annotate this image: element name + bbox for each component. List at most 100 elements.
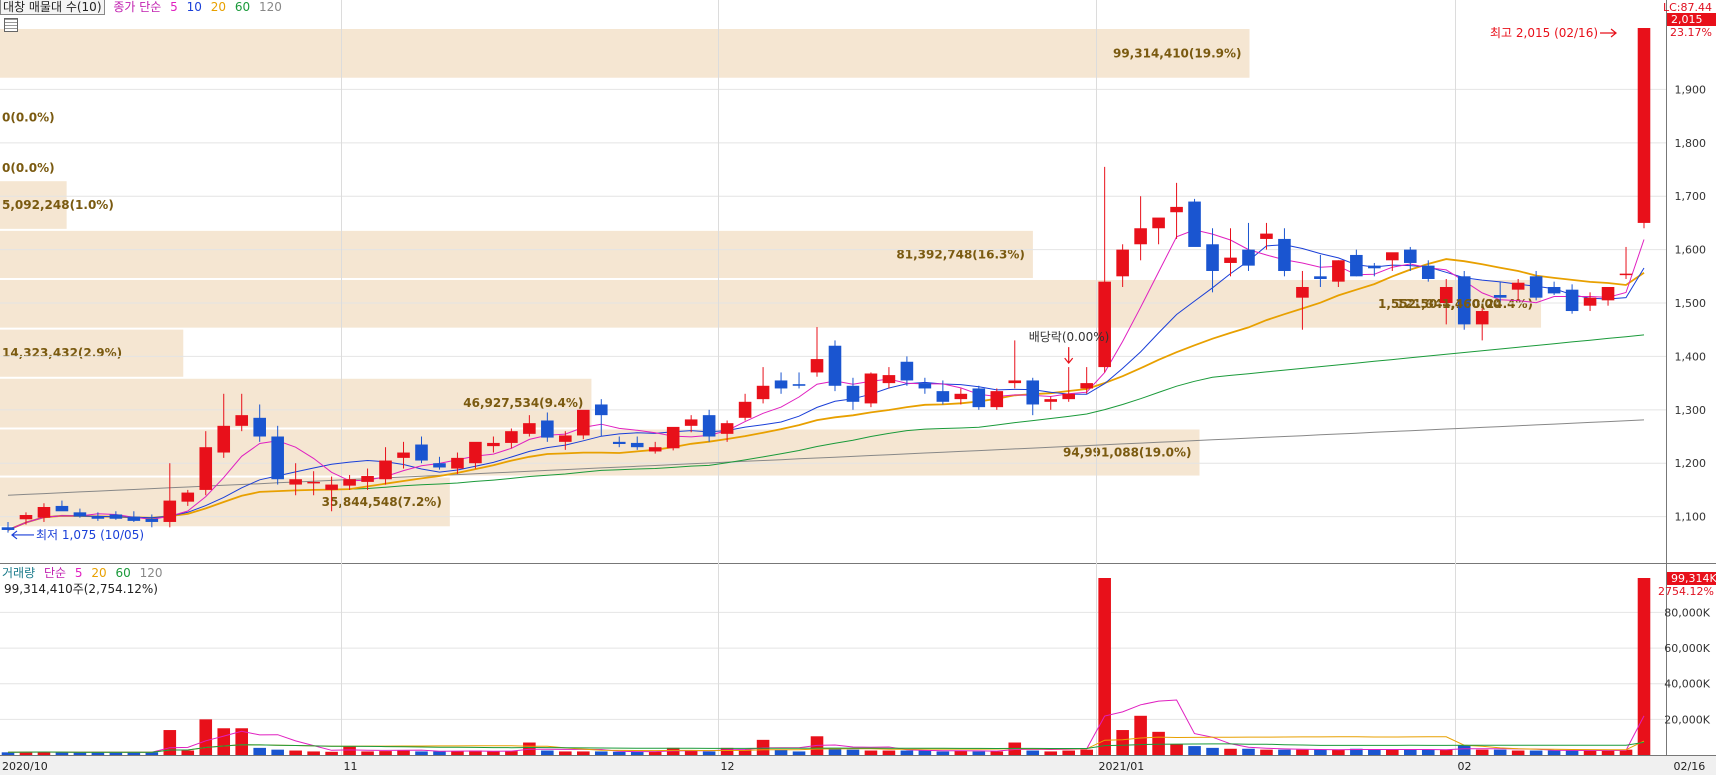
candle-body [145, 518, 159, 522]
profile-label: 5,092,248(1.0%) [2, 198, 114, 212]
candle-body [1206, 244, 1219, 271]
candle-body [469, 441, 482, 464]
indicator-title[interactable]: 대창 매물대 수(10) [0, 0, 105, 15]
candle-body [235, 415, 249, 426]
candle-body [577, 409, 590, 436]
volume-title[interactable]: 거래량 [2, 566, 36, 580]
volume-bar [109, 752, 123, 755]
candle-body [1619, 273, 1633, 276]
candle-body [415, 444, 428, 461]
candle-body [1637, 28, 1651, 223]
ma-20-line [7, 258, 1645, 531]
volume-bar [1403, 749, 1417, 755]
volume-bar [343, 746, 356, 755]
candle-body [1583, 297, 1597, 306]
candle-body [810, 359, 824, 373]
volume-info: 99,314,410주(2,754.12%) [4, 582, 158, 596]
candle-body [630, 442, 644, 448]
candle-body [1439, 286, 1453, 304]
volume-bar [738, 749, 752, 755]
candle-body [612, 441, 626, 444]
volume-bar [1206, 747, 1219, 755]
volume-bar [1583, 750, 1597, 755]
profile-band [0, 181, 67, 229]
volume-bar [1134, 715, 1147, 755]
candle-body [1332, 260, 1345, 282]
profile-extra-label: 1,552.50 [1378, 297, 1437, 311]
price-legend: 대창 매물대 수(10) 종가 단순 5 10 20 60 120 [0, 0, 287, 15]
volume-bar [1260, 749, 1273, 755]
ma-120-label: 120 [258, 0, 282, 14]
y-tick-label: 1,900 [1675, 83, 1707, 96]
profile-extra-label: 1,460.00 [1442, 297, 1501, 311]
volume-bar [415, 751, 428, 755]
candle-body [397, 452, 410, 458]
volume-bar [828, 747, 842, 755]
ma-10-label: 10 [186, 0, 202, 14]
volume-bar [73, 752, 87, 755]
volume-bar [792, 751, 806, 755]
candle-body [199, 447, 213, 490]
profile-label: 99,314,410(19.9%) [1113, 46, 1242, 60]
candle-body [1170, 206, 1183, 213]
candle-body [289, 479, 302, 485]
volume-bar [1439, 749, 1453, 755]
volume-bar [217, 728, 231, 755]
volume-bar [630, 751, 644, 755]
volume-bar [361, 751, 374, 755]
volume-bar [289, 750, 302, 755]
volume-bar [307, 751, 320, 755]
candle-body [900, 361, 914, 381]
candle-body [954, 393, 968, 400]
table-icon[interactable] [4, 18, 18, 32]
candle-body [1278, 238, 1291, 271]
volume-bar [487, 751, 500, 755]
volume-legend: 거래량 단순 5 20 60 120 [2, 566, 167, 580]
candle-body [451, 457, 464, 469]
volume-bar [271, 749, 284, 755]
candle-body [936, 391, 950, 402]
candle-body [1116, 249, 1129, 277]
volume-bar [1386, 749, 1399, 755]
candle-body [1, 527, 15, 530]
profile-band [0, 378, 592, 428]
candle-body [774, 380, 788, 389]
candle-body [37, 506, 51, 518]
candle-body [181, 492, 195, 502]
volume-bar [253, 747, 266, 755]
volume-bar [1296, 749, 1309, 755]
volume-bar [379, 751, 392, 755]
volume-ma-60-line [7, 741, 1645, 753]
y-tick-label: 1,300 [1675, 404, 1707, 417]
candle-body [1493, 295, 1507, 298]
volume-bar [1080, 749, 1093, 755]
volume-bar [181, 750, 195, 755]
volume-bar [1619, 749, 1633, 755]
volume-tick-label: 60,000K [1664, 642, 1710, 655]
candle-body [864, 373, 878, 404]
candle-body [1044, 399, 1058, 402]
volume-bar [235, 728, 249, 755]
volume-bar [1044, 751, 1058, 755]
candle-body [1242, 249, 1255, 266]
volume-bar [1421, 749, 1435, 755]
candle-body [666, 426, 680, 449]
volume-bar [433, 751, 446, 755]
candle-body [19, 515, 33, 520]
candle-body [379, 460, 392, 480]
candle-body [361, 476, 374, 482]
candle-body [1080, 383, 1093, 389]
profile-band [0, 329, 184, 377]
volume-bar [1601, 750, 1615, 755]
candle-body [1511, 282, 1525, 290]
volume-bar [163, 730, 177, 755]
profile-label: 0(0.0%) [2, 161, 55, 175]
last-price-box [1667, 13, 1716, 26]
y-tick-label: 1,100 [1675, 511, 1707, 524]
volume-bar [954, 750, 968, 755]
candle-body [1565, 289, 1579, 312]
low-arrow [11, 530, 34, 540]
candle-body [487, 442, 500, 447]
ma-20-label: 20 [210, 0, 227, 14]
